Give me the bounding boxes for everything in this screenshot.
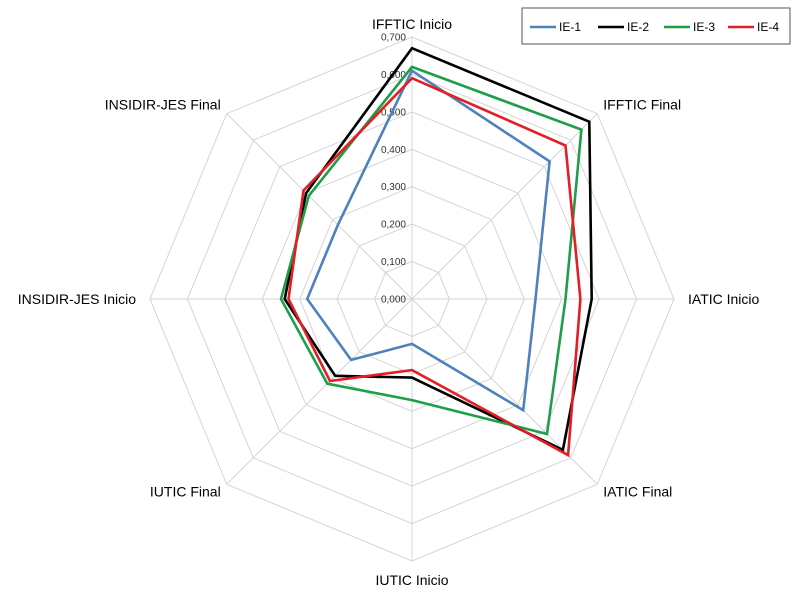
radar-spokes <box>150 37 674 561</box>
axis-label: INSIDIR-JES Final <box>105 97 221 113</box>
axis-label: IUTIC Inicio <box>375 572 448 588</box>
tick-label: 0,400 <box>381 145 406 156</box>
axis-label: INSIDIR-JES Inicio <box>18 291 136 307</box>
tick-label: 0,500 <box>381 107 406 118</box>
tick-label: 0,200 <box>381 220 406 231</box>
axis-labels: IFFTIC Inicio IFFTIC Final IATIC Inicio IAT… <box>18 16 760 588</box>
grid-spoke <box>411 113 598 300</box>
axis-label: IFFTIC Final <box>603 97 681 113</box>
legend-label: IE-1 <box>559 20 581 34</box>
tick-label: 0,700 <box>381 33 406 44</box>
tick-label: 0,300 <box>381 182 406 193</box>
axis-label: IFFTIC Inicio <box>372 16 452 32</box>
axis-label: IATIC Final <box>603 483 672 499</box>
legend: IE-1 IE-2 IE-3 IE-4 <box>521 7 791 45</box>
legend-label: IE-2 <box>627 20 649 34</box>
legend-label: IE-3 <box>693 20 715 34</box>
grid-spoke <box>226 113 413 300</box>
series-lines <box>279 46 594 458</box>
axis-label: IATIC Inicio <box>688 291 760 307</box>
series-line-ie-1 <box>305 68 551 413</box>
legend-label: IE-4 <box>757 20 779 34</box>
grid-spoke <box>226 298 413 485</box>
series-line-ie-4 <box>287 76 582 458</box>
tick-label: 0,000 <box>381 295 406 306</box>
series-line-ie-3 <box>279 65 583 436</box>
axis-label: IUTIC Final <box>150 483 221 499</box>
tick-label: 0,100 <box>381 257 406 268</box>
